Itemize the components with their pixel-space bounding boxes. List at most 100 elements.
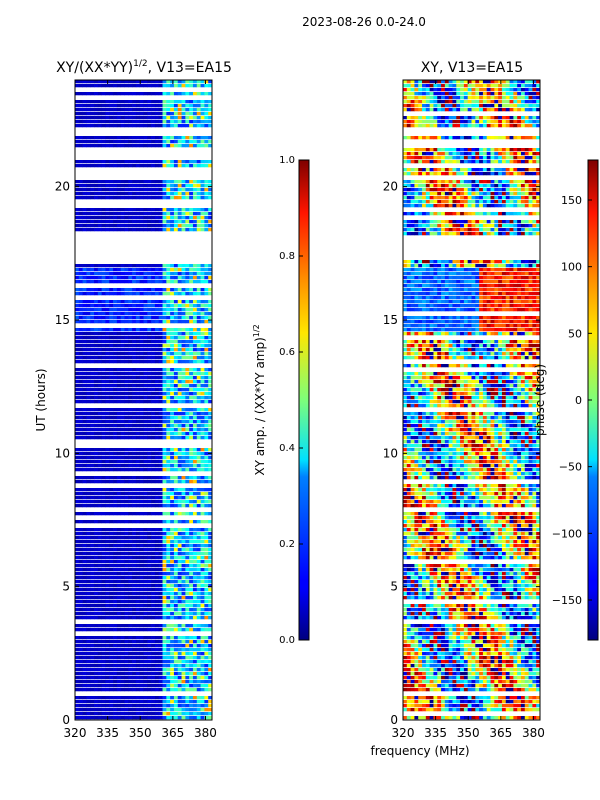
heatmap-cell [139,396,144,400]
heatmap-cell [177,348,182,352]
heatmap-cell [116,328,122,332]
heatmap-cell [143,532,148,536]
heatmap-cell [196,640,201,644]
heatmap-cell [78,564,83,568]
heatmap-cell [158,276,163,280]
heatmap-cell [170,552,175,556]
heatmap-cell [82,112,87,116]
heatmap-cell [192,628,198,632]
heatmap-cell [101,112,106,116]
heatmap-cell [170,348,175,352]
heatmap-cell [154,612,160,616]
heatmap-cell [135,708,141,712]
heatmap-cell [94,196,99,200]
heatmap-cell [181,600,186,604]
heatmap-cell [181,340,186,344]
heatmap-cell [124,640,129,644]
heatmap-cell [109,384,114,388]
heatmap-cell [132,564,137,568]
heatmap-cell [86,664,91,668]
heatmap-cell [154,500,160,504]
heatmap-cell [132,180,137,184]
heatmap-cell [94,640,99,644]
heatmap-cell [154,592,160,596]
heatmap-cell [158,92,163,96]
heatmap-cell [128,352,133,356]
heatmap-cell [132,680,137,684]
heatmap-cell [173,448,179,452]
heatmap-cell [128,448,133,452]
heatmap-cell [154,540,160,544]
heatmap-cell [147,400,152,404]
heatmap-cell [173,592,179,596]
heatmap-cell [82,580,87,584]
heatmap-cell [109,224,114,228]
heatmap-cell [208,160,212,164]
heatmap-cell [173,336,179,340]
heatmap-cell [101,348,106,352]
heatmap-cell [124,600,129,604]
heatmap-cell [101,676,106,680]
heatmap-cell [109,192,114,196]
heatmap-cell [116,360,122,364]
heatmap-cell [82,624,87,628]
heatmap-cell [200,264,205,268]
heatmap-cell [162,268,167,272]
heatmap-cell [177,464,182,468]
heatmap-cell [86,288,91,292]
heatmap-cell [185,652,190,656]
heatmap-cell [132,456,137,460]
heatmap-cell [116,624,122,628]
heatmap-cell [128,140,133,144]
heatmap-cell [132,116,137,120]
heatmap-cell [189,616,194,620]
heatmap-cell [135,100,141,104]
heatmap-cell [101,192,106,196]
heatmap-cell [132,600,137,604]
heatmap-cell [173,708,179,712]
heatmap-cell [162,456,167,460]
heatmap-cell [181,208,186,212]
heatmap-cell [490,108,495,112]
heatmap-cell [418,136,423,140]
heatmap-cell [86,584,91,588]
heatmap-cell [75,344,80,348]
heatmap-cell [75,120,80,124]
heatmap-cell [189,648,194,652]
heatmap-cell [170,184,175,188]
heatmap-cell [177,272,182,276]
heatmap-cell [128,92,133,96]
heatmap-cell [151,352,156,356]
heatmap-cell [86,336,91,340]
heatmap-cell [78,648,83,652]
heatmap-cell [78,588,83,592]
heatmap-cell [170,584,175,588]
heatmap-cell [192,380,198,384]
heatmap-cell [120,408,125,412]
heatmap-cell [94,136,99,140]
heatmap-cell [177,340,182,344]
heatmap-cell [189,664,194,668]
heatmap-cell [82,640,87,644]
heatmap-cell [162,160,167,164]
heatmap-cell [143,332,148,336]
heatmap-cell [94,676,99,680]
heatmap-cell [75,348,80,352]
heatmap-cell [192,588,198,592]
heatmap-cell [162,432,167,436]
heatmap-cell [158,492,163,496]
heatmap-cell [192,612,198,616]
heatmap-cell [170,196,175,200]
heatmap-cell [90,536,95,540]
heatmap-cell [196,656,201,660]
heatmap-cell [196,164,201,168]
heatmap-cell [109,592,114,596]
heatmap-cell [189,192,194,196]
heatmap-cell [143,280,148,284]
heatmap-cell [101,216,106,220]
heatmap-cell [192,432,198,436]
heatmap-cell [204,332,209,336]
heatmap-cell [162,480,167,484]
heatmap-cell [166,528,171,532]
heatmap-cell [173,536,179,540]
